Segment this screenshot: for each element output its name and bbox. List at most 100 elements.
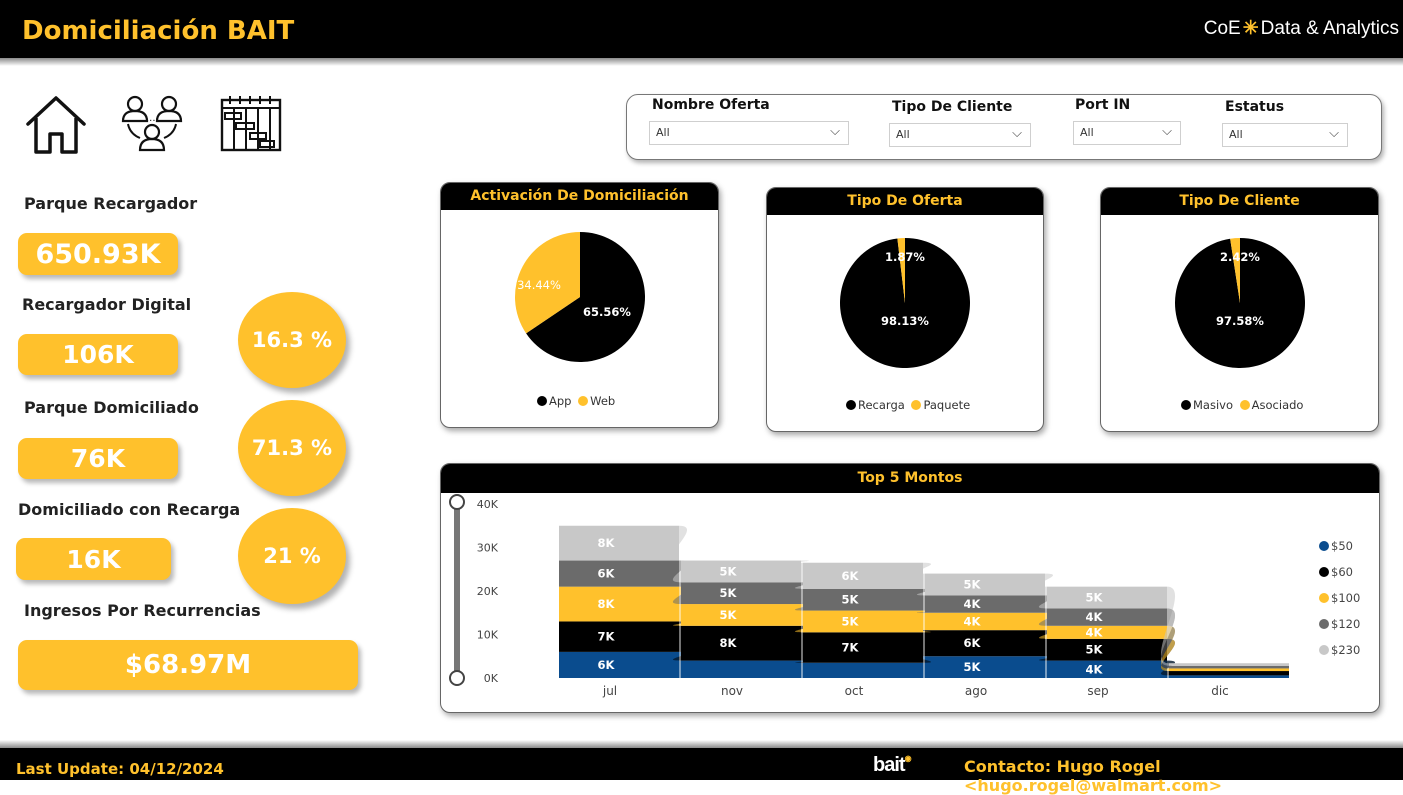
bait-logo-text: bait	[873, 754, 906, 776]
data-label: 6K	[598, 567, 616, 581]
kpi-pct-domiciliado-recarga: 21 %	[238, 508, 346, 604]
filter-label-nombre-oferta: Nombre Oferta	[652, 97, 770, 113]
pie-title-tipo-oferta: Tipo De Oferta	[767, 188, 1043, 215]
area-band-usd60	[672, 621, 688, 661]
area-segment-usd100	[1047, 625, 1167, 639]
pie-chart-activacion: 65.56% 34.44%	[515, 232, 645, 362]
pie-legend-tipo-oferta: Recarga Paquete	[846, 398, 970, 412]
kpi-pct-recargador-digital: 16.3 %	[238, 292, 346, 388]
calendar-gantt-icon[interactable]	[220, 94, 282, 152]
header-shadow	[0, 58, 1403, 66]
kpi-value-recargador-digital: 106K	[18, 334, 178, 375]
area-band-usd60	[794, 625, 810, 663]
data-label: 8K	[598, 536, 616, 550]
range-slider-handle-bottom[interactable]	[449, 670, 465, 686]
x-tick-label: nov	[721, 684, 743, 698]
chevron-down-icon: ⌵	[1329, 126, 1339, 141]
pie-title-tipo-cliente: Tipo De Cliente	[1101, 188, 1378, 215]
filter-panel: Nombre Oferta All ⌵ Tipo De Cliente All ⌵ …	[626, 94, 1382, 160]
chevron-down-icon: ⌵	[830, 124, 840, 139]
area-segment-usd60	[1047, 638, 1167, 661]
filter-value-estatus: All	[1229, 128, 1243, 141]
filter-select-tipo-cliente[interactable]: All ⌵	[889, 123, 1031, 147]
area-segment-usd50	[681, 660, 801, 678]
area-segment-usd230	[1047, 586, 1167, 609]
x-tick-label: ago	[965, 684, 987, 698]
home-icon[interactable]	[24, 94, 88, 156]
legend-dot-asociado	[1239, 400, 1250, 410]
footer-bar: Last Update: 04/12/2024 bait◉ Contacto: …	[0, 748, 1403, 795]
filter-select-port-in[interactable]: All ⌵	[1073, 121, 1181, 145]
legend-label-web: Web	[590, 394, 616, 408]
area-segment-usd230	[681, 560, 801, 583]
area-segment-usd120	[803, 588, 923, 611]
legend-label-asociado: Asociado	[1251, 398, 1304, 412]
data-label: 5K	[964, 660, 982, 674]
y-tick-label: 10K	[477, 629, 499, 642]
pie-label-recarga: 98.13%	[881, 314, 929, 328]
chevron-down-icon: ⌵	[1012, 126, 1022, 141]
pie-chart-tipo-oferta: 1.87% 98.13%	[840, 238, 970, 368]
filter-value-port-in: All	[1080, 126, 1094, 139]
legend-dot-app	[537, 396, 547, 406]
area-band-usd120	[794, 582, 810, 611]
range-slider-track[interactable]	[454, 502, 460, 678]
area-segment-usd50	[925, 656, 1045, 678]
kpi-value-parque-recargador: 650.93K	[18, 233, 178, 275]
legend-dot	[1319, 593, 1329, 603]
filter-label-port-in: Port IN	[1075, 97, 1131, 113]
x-tick-label: jul	[602, 684, 617, 698]
filter-label-estatus: Estatus	[1225, 99, 1285, 115]
legend-dot-paquete	[911, 400, 922, 410]
area-segment-usd120	[681, 582, 801, 605]
pie-slice-web	[515, 232, 580, 334]
kpi-value-ingresos: $68.97M	[18, 640, 358, 690]
wifi-mark-icon: ◉	[904, 754, 912, 763]
area-segment-usd50	[559, 651, 679, 678]
area-segment-usd50	[803, 662, 923, 678]
legend-dot	[1319, 567, 1329, 577]
data-label: 5K	[964, 577, 982, 591]
pie-label-masivo: 97.58%	[1216, 314, 1264, 328]
contact-link[interactable]: Contacto: Hugo Rogel <hugo.rogel@walmart…	[964, 757, 1223, 795]
area-band-usd50	[794, 660, 810, 678]
area-segment-usd60	[559, 621, 679, 652]
area-segment-usd100	[559, 586, 679, 622]
pie-title-activacion: Activación De Domiciliación	[441, 183, 718, 210]
data-label: 8K	[720, 636, 738, 650]
data-label: 7K	[598, 630, 616, 644]
data-label: 4K	[1086, 662, 1104, 676]
pie-card-activacion: Activación De Domiciliación 65.56% 34.44%…	[440, 182, 719, 428]
legend-label: $120	[1331, 617, 1360, 631]
users-network-icon[interactable]: ...	[120, 94, 184, 154]
spark-icon: ✳	[1242, 18, 1259, 39]
data-label: 5K	[720, 586, 738, 600]
legend-label: $50	[1331, 539, 1353, 553]
kpi-label-recargador-digital: Recargador Digital	[22, 295, 192, 314]
area-segment-usd120	[925, 595, 1045, 613]
range-slider-handle-top[interactable]	[449, 494, 465, 510]
area-segment-usd60	[681, 625, 801, 661]
legend-dot	[1319, 541, 1329, 551]
pie-card-tipo-oferta: Tipo De Oferta 1.87% 98.13% Recarga Paque…	[766, 187, 1044, 432]
area-band-usd100	[916, 610, 932, 633]
data-label: 4K	[1086, 610, 1104, 624]
legend-dot-web	[578, 396, 589, 406]
area-segment-usd120	[1169, 665, 1289, 669]
data-label: 5K	[720, 564, 738, 578]
header-bar: Domiciliación BAIT CoE ✳ Data & Analytics	[0, 0, 1403, 58]
data-label: 5K	[842, 593, 860, 607]
filter-select-estatus[interactable]: All ⌵	[1222, 123, 1348, 147]
filter-select-nombre-oferta[interactable]: All ⌵	[649, 121, 849, 145]
kpi-label-parque-recargador: Parque Recargador	[24, 194, 198, 213]
pie-slice-app	[526, 232, 645, 362]
data-label: 4K	[964, 597, 982, 611]
legend-dot	[1319, 619, 1329, 629]
kpi-value-parque-domiciliado: 76K	[18, 438, 178, 479]
data-label: 5K	[720, 608, 738, 622]
bait-logo: bait◉	[873, 754, 912, 777]
area-segment-usd120	[1047, 608, 1167, 626]
legend-label-recarga: Recarga	[858, 398, 905, 412]
area-segment-usd230	[1169, 663, 1289, 666]
